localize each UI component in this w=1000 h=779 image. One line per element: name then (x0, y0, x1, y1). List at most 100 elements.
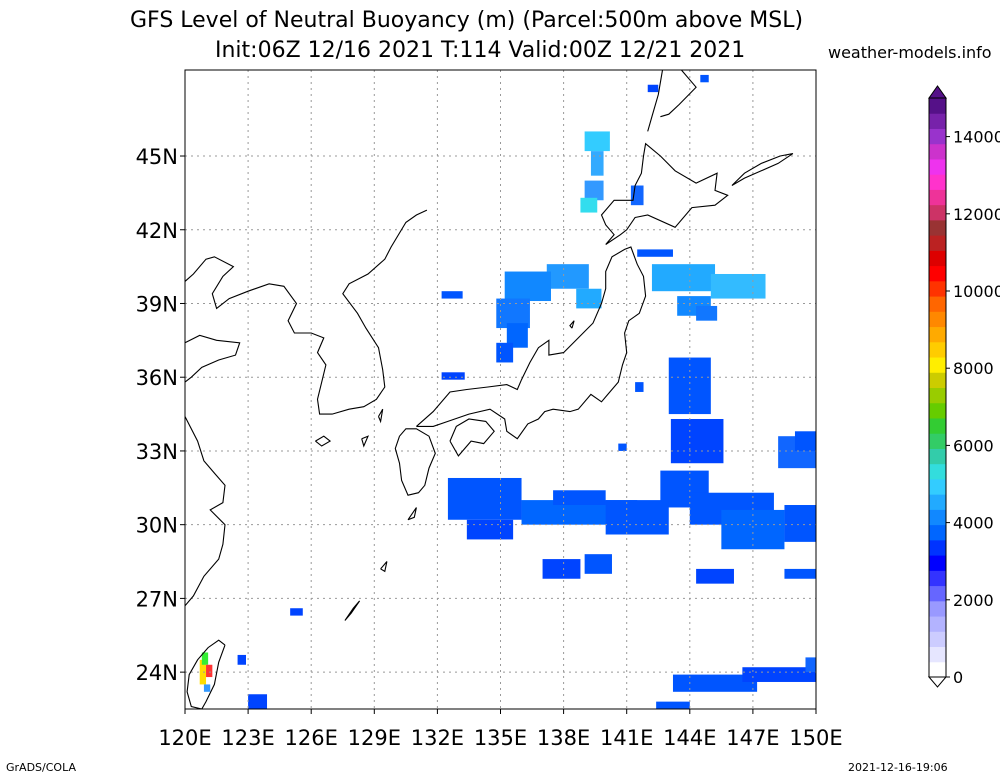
colorbar-min-arrow (927, 676, 948, 688)
colorbar: 0 2000 4000 6000 8000 10000 12000 14000 (927, 85, 1000, 688)
colorbar-swatch (929, 570, 946, 587)
colorbar-swatch (929, 585, 946, 602)
coastline (344, 600, 361, 621)
colorbar-swatch (929, 219, 946, 236)
site-credit: weather-models.info (828, 43, 992, 62)
buoyancy-cell (466, 519, 514, 540)
colorbar-swatch (929, 387, 946, 404)
buoyancy-cell (580, 197, 598, 213)
lon-tick-label: 132E (411, 726, 464, 750)
colorbar-swatch (929, 189, 946, 206)
colorbar-swatch (929, 372, 946, 388)
buoyancy-cell (542, 559, 581, 579)
lon-tick-label: 135E (474, 726, 527, 750)
map-title-line-2: Init:06Z 12/16 2021 T:114 Valid:00Z 12/2… (215, 38, 746, 63)
coastline (449, 418, 495, 457)
coastline (185, 416, 226, 607)
lat-tick-label: 36N (136, 366, 178, 390)
buoyancy-cell (721, 509, 785, 550)
colorbar-swatch (929, 174, 946, 190)
buoyancy-cell (237, 654, 246, 665)
colorbar-swatch (929, 600, 946, 617)
buoyancy-cell (290, 608, 303, 616)
colorbar-swatch (929, 417, 946, 434)
buoyancy-cell (651, 264, 716, 292)
lat-tick-label: 39N (136, 292, 178, 316)
colorbar-swatch (929, 402, 946, 419)
buoyancy-cell (630, 185, 644, 206)
colorbar-tick-label: 10000 (953, 282, 1000, 301)
buoyancy-cell (201, 652, 209, 665)
colorbar-tick-label: 2000 (953, 591, 994, 610)
lon-tick-label: 141E (600, 726, 653, 750)
coastlines (185, 70, 794, 709)
coastline (416, 246, 647, 440)
map-title-line-1: GFS Level of Neutral Buoyancy (m) (Parce… (130, 8, 804, 33)
coastline (394, 428, 436, 496)
lon-tick-label: 123E (221, 726, 274, 750)
buoyancy-cell (199, 659, 207, 685)
buoyancy-cell (553, 490, 606, 506)
buoyancy-cell (618, 443, 627, 451)
buoyancy-cell (656, 701, 690, 709)
buoyancy-cell (647, 84, 659, 93)
colorbar-tick-label: 6000 (953, 436, 994, 455)
colorbar-swatch (929, 555, 946, 571)
buoyancy-cell (784, 568, 816, 579)
colorbar-swatch (929, 357, 946, 373)
buoyancy-cell (576, 288, 602, 309)
lon-tick-label: 144E (663, 726, 716, 750)
colorbar-swatch (929, 158, 946, 175)
colorbar-swatch (929, 113, 946, 129)
colorbar-swatch (929, 204, 946, 221)
lat-tick-label: 45N (136, 145, 178, 169)
colorbar-tick-label: 8000 (953, 359, 994, 378)
lat-tick-label: 42N (136, 219, 178, 243)
colorbar-tick-label: 12000 (953, 205, 1000, 224)
latitude-tick-labels: 24N 27N 30N 33N 36N 39N 42N 45N (136, 145, 185, 685)
colorbar-swatch (929, 265, 946, 282)
buoyancy-cell (447, 477, 522, 520)
buoyancy-cell (784, 505, 816, 542)
buoyancy-cell (203, 684, 211, 692)
buoyancy-cell (506, 323, 528, 348)
coastline (731, 153, 794, 186)
buoyancy-cell (590, 151, 604, 176)
colorbar-tick-label: 0 (953, 668, 963, 687)
colorbar-swatch (929, 631, 946, 648)
colorbar-swatch (929, 128, 946, 145)
colorbar-swatch (929, 616, 946, 632)
colorbar-swatch (929, 341, 946, 358)
buoyancy-cell (496, 342, 514, 363)
colorbar-swatch (929, 478, 946, 495)
buoyancy-cell (668, 357, 711, 415)
colorbar-swatch (929, 448, 946, 465)
buoyancy-cell (546, 264, 589, 289)
coastline (377, 408, 384, 424)
colorbar-swatch (929, 433, 946, 449)
coastline (186, 639, 226, 709)
coastline (361, 435, 370, 448)
lat-tick-label: 30N (136, 514, 178, 538)
lon-tick-label: 147E (726, 726, 779, 750)
coastline (185, 209, 428, 415)
colorbar-swatch (929, 250, 946, 267)
software-credit: GrADS/COLA (6, 761, 76, 774)
coastline (569, 320, 575, 329)
lat-tick-label: 27N (136, 587, 178, 611)
colorbar-swatch (929, 280, 946, 297)
colorbar-swatch (929, 509, 946, 526)
lon-tick-label: 126E (285, 726, 338, 750)
colorbar-swatch (929, 661, 946, 678)
lon-tick-label: 150E (789, 726, 842, 750)
colorbar-swatch (929, 143, 946, 160)
colorbar-tick-label: 4000 (953, 514, 994, 533)
buoyancy-cell (584, 180, 604, 201)
buoyancy-cell (805, 657, 816, 673)
buoyancy-cell (670, 418, 724, 464)
buoyancy-cell (700, 74, 709, 83)
buoyancy-cell (206, 664, 213, 678)
colorbar-swatch (929, 326, 946, 343)
coastline (185, 334, 241, 383)
